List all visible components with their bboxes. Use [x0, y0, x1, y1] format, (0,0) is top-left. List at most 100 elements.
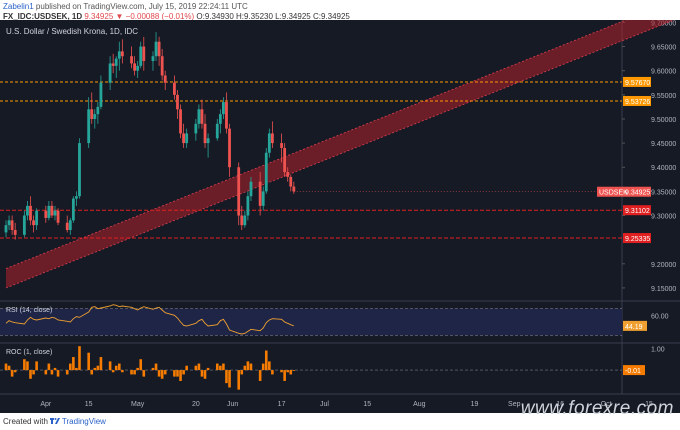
created-text: Created with — [3, 417, 48, 426]
roc-bar — [182, 370, 185, 375]
time-tick-label: Jun — [227, 401, 238, 408]
roc-bar — [50, 370, 54, 375]
roc-bar — [154, 363, 158, 371]
roc-bar — [237, 370, 241, 390]
candle-body — [78, 143, 81, 197]
roc-bar — [185, 365, 188, 371]
roc-bar — [197, 363, 201, 371]
chart-area[interactable]: 9.15000 9.20000 9.30000 9.35000 9.40000 9.450… — [0, 0, 680, 413]
time-tick-label: Jul — [320, 401, 329, 408]
roc-bar — [200, 370, 204, 377]
time-tick-label: Apr — [40, 401, 52, 408]
roc-bar — [65, 370, 69, 375]
roc-current-box — [623, 365, 645, 376]
candle-body — [151, 56, 155, 62]
last-price-text: 9.34925 — [84, 12, 114, 21]
down-arrow-icon: ▼ — [115, 12, 124, 21]
candle-body — [173, 82, 176, 95]
username[interactable]: Zabelin1 — [3, 2, 34, 11]
time-tick-label: 20 — [192, 401, 200, 408]
roc-bar — [280, 370, 283, 373]
chart-background — [0, 20, 680, 413]
candle-body — [160, 56, 164, 76]
roc-bar — [133, 370, 136, 375]
roc-bar — [179, 370, 182, 381]
roc-bar — [90, 370, 94, 375]
candle-body — [194, 123, 198, 134]
time-tick-label: 15 — [645, 401, 653, 408]
candle-body — [163, 75, 167, 83]
roc-bar — [139, 359, 143, 371]
rsi-tick-label: 60.00 — [651, 313, 669, 320]
roc-bar — [111, 370, 115, 373]
candle-body — [249, 181, 253, 197]
roc-bar — [194, 365, 198, 371]
candle-body — [197, 109, 201, 124]
roc-bar — [249, 363, 253, 371]
roc-bar — [271, 370, 274, 375]
candle-body — [206, 138, 210, 144]
roc-bar — [96, 365, 100, 371]
candle-body — [289, 176, 293, 187]
candle-body — [13, 230, 17, 235]
roc-bar — [246, 361, 250, 371]
roc-bar — [75, 367, 78, 371]
candle-body — [240, 215, 244, 226]
roc-bar — [157, 370, 161, 377]
candle-body — [258, 181, 262, 206]
candle-body — [243, 215, 247, 226]
candle-body — [270, 133, 274, 144]
candle-body — [154, 41, 158, 57]
candle-body — [53, 210, 57, 216]
candle-body — [10, 220, 14, 230]
candle-body — [203, 123, 207, 144]
roc-bar — [78, 346, 81, 371]
time-tick-label: 15 — [85, 401, 93, 408]
candle-body — [120, 51, 124, 57]
roc-bars — [4, 346, 296, 390]
last-price-box — [597, 186, 651, 197]
candle-body — [264, 152, 268, 192]
roc-bar — [44, 370, 48, 375]
candle-body — [267, 133, 271, 153]
level-label-box — [623, 95, 651, 106]
price-tick-label: 9.40000 — [651, 165, 676, 172]
roc-bar — [268, 361, 271, 371]
footer-bar: Created with TradingView — [0, 413, 680, 430]
roc-bar — [228, 370, 231, 388]
roc-bar — [7, 365, 11, 371]
candle-body — [87, 109, 91, 144]
candle-body — [7, 220, 11, 226]
regression-channel — [5, 0, 680, 289]
tradingview-brand[interactable]: TradingView — [61, 417, 106, 426]
last-price-value: 9.34925 — [625, 190, 650, 197]
roc-bar — [130, 370, 133, 375]
tradingview-logo-icon — [49, 418, 60, 424]
chart-svg[interactable]: 9.15000 9.20000 9.30000 9.35000 9.40000 9.450… — [0, 0, 680, 413]
last-price-symbol: USDSEK — [599, 190, 628, 197]
candle-body — [71, 198, 75, 221]
roc-bar — [13, 370, 17, 373]
candle-body — [182, 133, 185, 144]
roc-bar — [258, 370, 262, 381]
candle-body — [114, 58, 118, 66]
roc-tick-label: 1.00 — [651, 346, 665, 353]
roc-bar — [4, 363, 8, 371]
candle-body — [176, 94, 179, 110]
price-tick-label: 9.15000 — [651, 286, 676, 293]
roc-bar — [176, 370, 179, 377]
roc-bar — [29, 370, 32, 379]
rsi-band — [0, 308, 622, 336]
roc-bar — [264, 350, 268, 371]
change-text: −0.00088 (−0.01%) — [125, 12, 195, 21]
candle-body — [225, 102, 228, 129]
candle-body — [56, 210, 60, 223]
roc-bar — [289, 370, 293, 375]
roc-bar — [32, 370, 35, 375]
rsi-current-box — [623, 320, 647, 331]
roc-bar — [23, 359, 26, 371]
roc-bar — [151, 367, 155, 371]
quote-line: FX_IDC:USDSEK, 1D 9.34925 ▼ −0.00088 (−0… — [3, 12, 350, 21]
header-bar: Zabelin1 published on TradingView.com, J… — [0, 0, 680, 21]
candle-body — [286, 172, 290, 177]
